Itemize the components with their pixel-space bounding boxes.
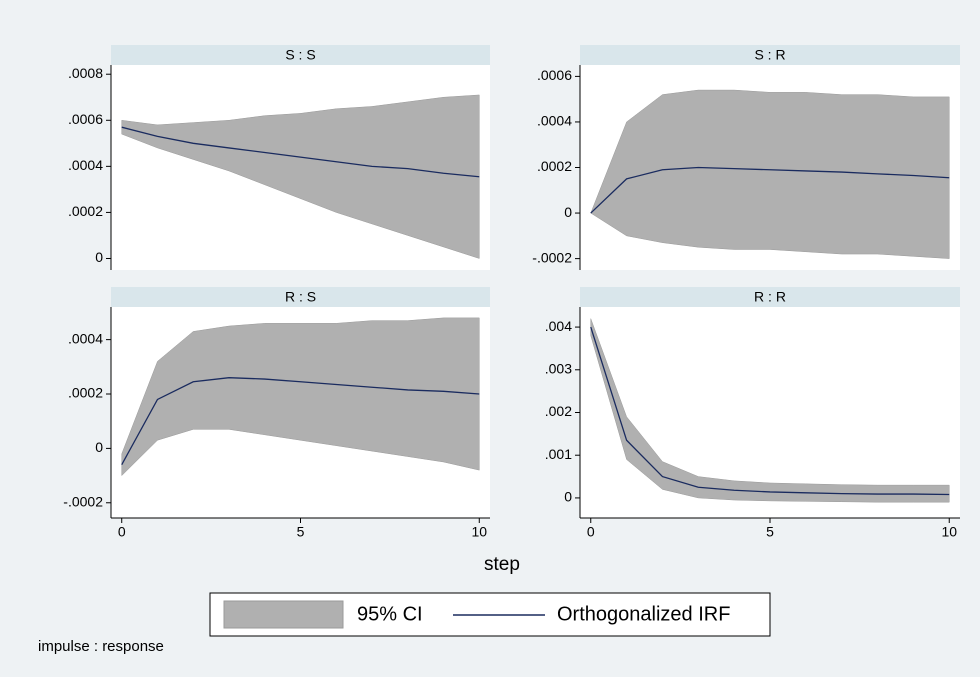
panel-title-strip [111,287,490,307]
y-tick-label: -.0002 [532,249,572,265]
panel-title-strip [580,45,960,65]
y-tick-label: 0 [564,204,572,220]
y-tick-label: 0 [95,249,103,265]
panel-title-strip [111,45,490,65]
irf-line [121,377,480,466]
y-tick-label: -.0002 [63,493,103,509]
panel-title: S : R [754,47,785,63]
y-tick-label: .0006 [68,111,103,127]
y-tick-label: .0006 [537,67,572,83]
y-tick-label: .0002 [68,203,103,219]
y-tick-label: .001 [545,446,572,462]
panel-title: S : S [285,47,315,63]
panel-title: R : S [285,289,316,305]
legend-swatch [223,600,344,629]
x-tick-label: 10 [471,524,487,540]
x-tick-label: 0 [587,524,595,540]
panel-title-strip [580,287,960,307]
y-tick-label: .0004 [68,157,103,173]
x-tick-label: 5 [297,524,305,540]
irf-line [590,166,950,214]
x-tick-label: 0 [118,524,126,540]
x-axis-title: step [484,554,520,575]
legend-label: Orthogonalized IRF [557,603,730,625]
note: impulse : response [38,638,164,655]
y-tick-label: .002 [545,403,572,419]
irf-line [121,126,480,178]
y-tick-label: .004 [545,318,572,334]
y-tick-label: 0 [95,439,103,455]
y-tick-label: .0008 [68,65,103,81]
x-tick-label: 5 [766,524,774,540]
irf-line [590,326,950,496]
y-tick-label: 0 [564,489,572,505]
panel-title: R : R [754,289,786,305]
legend-label: 95% CI [357,603,423,625]
x-tick-label: 10 [941,524,957,540]
ci-band [121,94,480,259]
ci-band [590,318,950,503]
y-tick-label: .0004 [68,330,103,346]
y-tick-label: .0004 [537,113,572,129]
y-tick-label: .0002 [537,158,572,174]
ci-band [121,317,480,477]
y-tick-label: .0002 [68,385,103,401]
y-tick-label: .003 [545,360,572,376]
